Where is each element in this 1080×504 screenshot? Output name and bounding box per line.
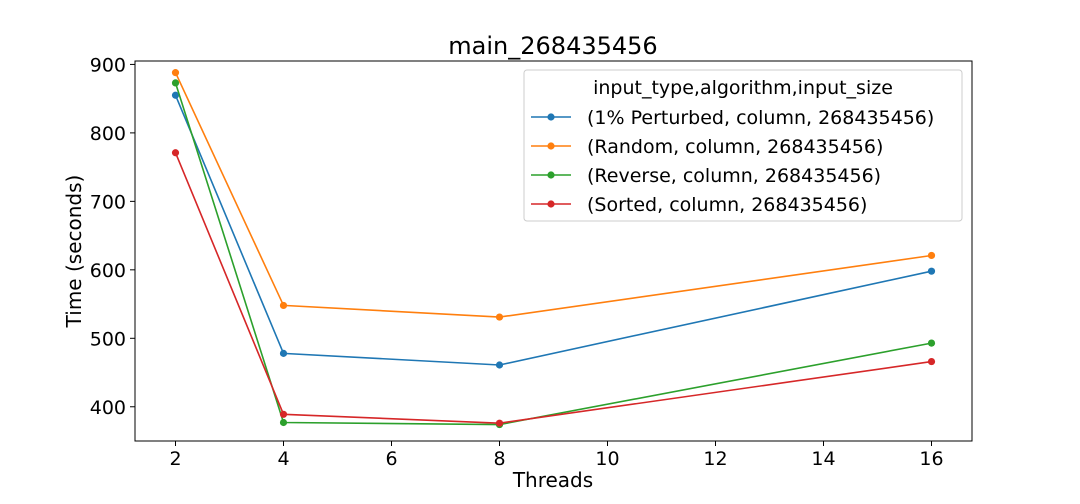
series-line: [174, 94, 932, 366]
legend-entry: (Reverse, column, 268435456): [531, 165, 881, 187]
series-line: [174, 152, 932, 425]
y-tick-label: 600: [90, 260, 126, 282]
data-point: [171, 149, 180, 157]
series-line: [174, 72, 932, 318]
series-3: [171, 149, 936, 427]
axis-ticks: 2 4 6 8 10 12 14 16 400 500 600 700 800 900: [90, 54, 944, 470]
x-tick-label: 4: [277, 448, 289, 470]
y-tick-label: 800: [90, 123, 126, 145]
series-layer: [171, 69, 936, 429]
series-1: [171, 69, 936, 321]
y-tick-label: 700: [90, 191, 126, 213]
data-point: [279, 410, 288, 418]
data-point: [279, 301, 288, 310]
y-axis-label: Time (seconds): [62, 175, 86, 329]
legend-entry: (Sorted, column, 268435456): [531, 194, 867, 216]
legend-entry: (1% Perturbed, column, 268435456): [531, 107, 934, 129]
data-point: [495, 313, 504, 321]
legend-label: (Reverse, column, 268435456): [587, 165, 881, 187]
data-point: [927, 267, 936, 275]
data-point: [171, 79, 180, 87]
data-point: [279, 418, 288, 427]
data-point: [927, 251, 936, 260]
legend-entries: (1% Perturbed, column, 268435456) (Random…: [531, 107, 934, 216]
legend-entry: (Random, column, 268435456): [531, 136, 883, 158]
legend: input_type,algorithm,input_size (1% Pert…: [523, 69, 963, 222]
legend-label: (1% Perturbed, column, 268435456): [587, 107, 934, 129]
legend-swatch-marker: [547, 200, 555, 208]
legend-title: input_type,algorithm,input_size: [593, 77, 893, 99]
legend-swatch-marker: [547, 171, 555, 179]
y-tick-label: 400: [90, 397, 126, 419]
data-point: [171, 69, 180, 77]
data-point: [927, 357, 936, 366]
legend-swatch-marker: [547, 113, 555, 121]
legend-label: (Random, column, 268435456): [587, 136, 883, 158]
x-tick-label: 8: [493, 448, 505, 470]
x-tick-label: 10: [595, 448, 619, 470]
x-tick-label: 2: [169, 448, 181, 470]
data-point: [171, 91, 180, 99]
legend-frame: [523, 69, 963, 222]
x-axis-label: Threads: [512, 468, 593, 492]
data-point: [495, 419, 504, 427]
x-tick-label: 12: [703, 448, 727, 470]
x-tick-label: 16: [919, 448, 943, 470]
y-tick-label: 900: [90, 54, 126, 76]
x-tick-label: 14: [811, 448, 835, 470]
series-0: [171, 91, 936, 369]
legend-label: (Sorted, column, 268435456): [587, 194, 867, 216]
data-point: [279, 349, 288, 357]
series-line: [174, 82, 932, 426]
chart-title: main_268435456: [448, 32, 657, 60]
x-tick-label: 6: [385, 448, 397, 470]
data-point: [495, 361, 504, 369]
data-point: [927, 339, 936, 347]
plot-area: [134, 60, 973, 442]
legend-swatch-marker: [547, 142, 555, 150]
y-tick-label: 500: [90, 328, 126, 350]
